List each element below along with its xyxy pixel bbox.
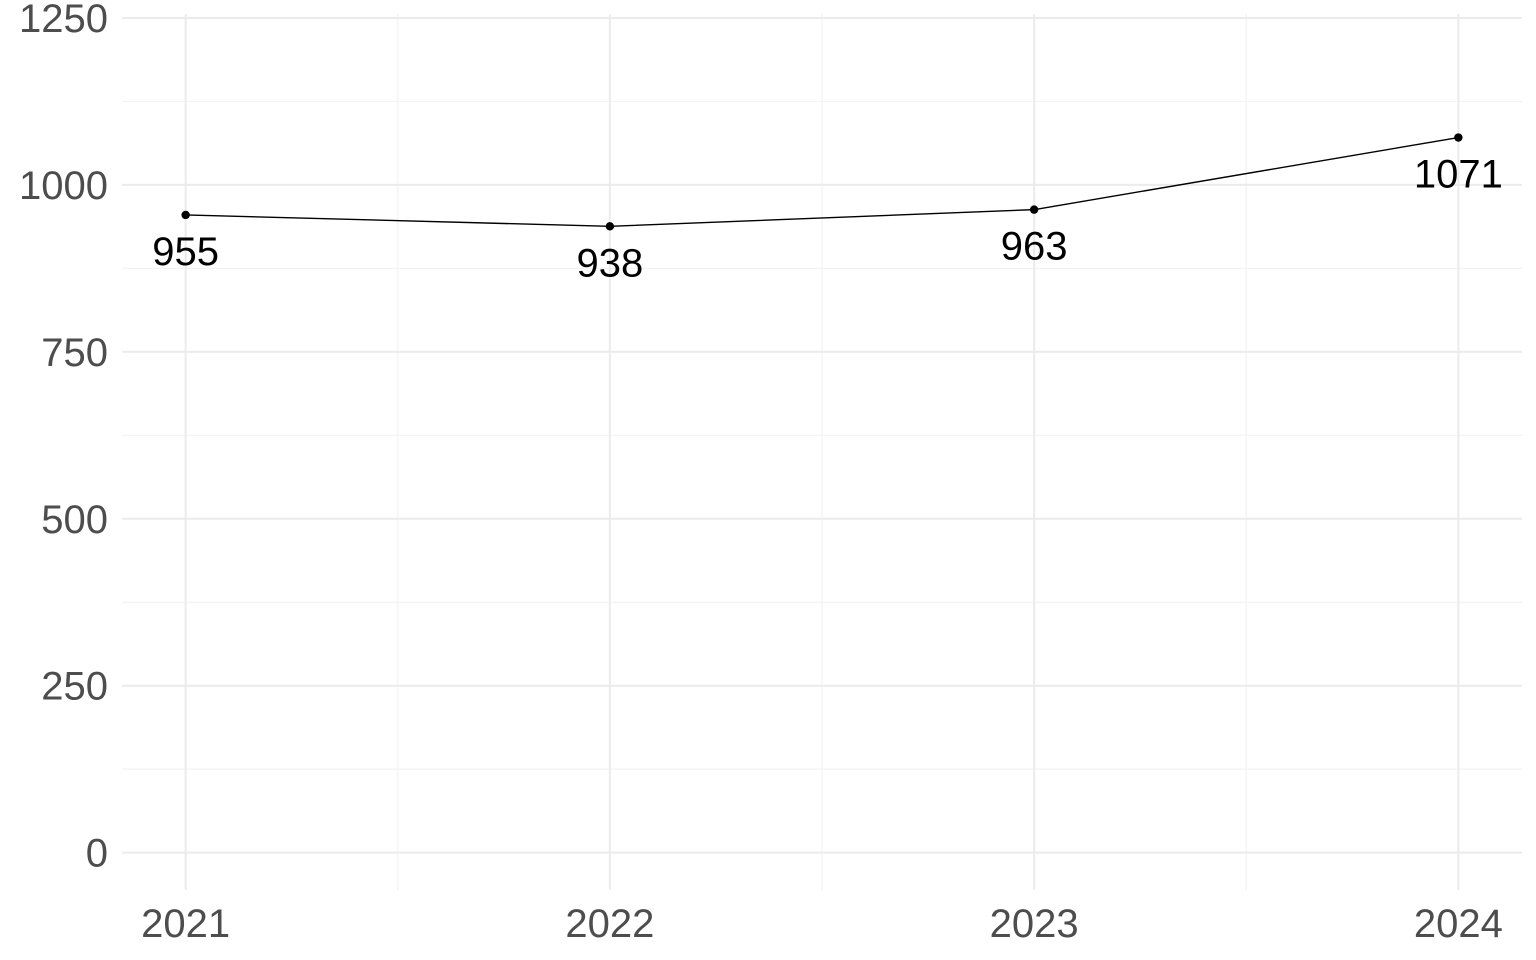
- axes: 0 250 500 750 1000 1250 2021 2022 2023 2024: [19, 0, 1503, 946]
- series-line: [185, 136, 1459, 228]
- x-tick-label: 2021: [141, 902, 230, 946]
- data-point: [605, 222, 615, 231]
- x-tick-label: 2023: [990, 902, 1079, 946]
- data-label: 963: [1001, 225, 1068, 269]
- x-tick-label: 2024: [1414, 902, 1503, 946]
- data-label: 1071: [1414, 153, 1503, 197]
- data-point: [1029, 205, 1039, 214]
- y-tick-label: 750: [41, 331, 108, 375]
- y-tick-label: 1250: [19, 0, 108, 41]
- y-tick-label: 1000: [19, 164, 108, 208]
- grid: [122, 14, 1522, 890]
- data-point: [1454, 133, 1463, 142]
- data-label: 955: [152, 230, 219, 274]
- data-labels: 955 938 963 1071: [152, 153, 1503, 286]
- y-tick-label: 250: [41, 665, 108, 709]
- series: [181, 133, 1463, 231]
- y-tick-label: 500: [41, 498, 108, 542]
- data-point: [181, 210, 190, 220]
- x-tick-label: 2022: [565, 902, 654, 946]
- data-label: 938: [577, 241, 644, 285]
- y-tick-label: 0: [86, 832, 108, 876]
